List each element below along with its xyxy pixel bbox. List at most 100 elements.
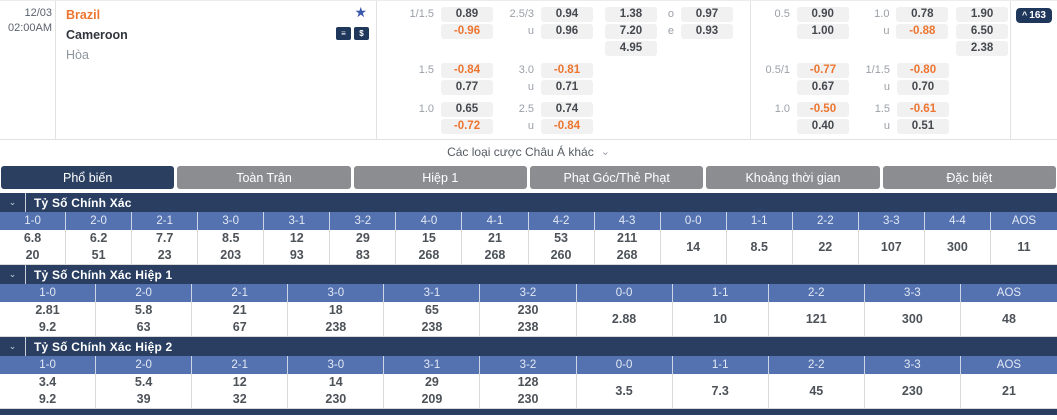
score-odds-cell[interactable]: 14 230 [288, 374, 385, 408]
odds-chip[interactable]: -0.84 [541, 119, 593, 134]
score-odds-cell[interactable]: 300 [865, 302, 961, 336]
odds-chip[interactable]: 0.51 [897, 119, 949, 134]
odds-group-a: 1/1.5 0.89 -0.96 2.5/3 u 0.94 0.96 1.38 7.20 4.9… [377, 1, 750, 139]
odds-chip[interactable]: -0.80 [897, 63, 949, 78]
score-odds-cell[interactable]: 211 268 [595, 230, 661, 264]
odds-chip[interactable]: 2.38 [956, 41, 1008, 56]
score-column-label: 3-2 [480, 284, 577, 302]
odds-line-label: 1/1.5 [409, 8, 434, 20]
odds-chip[interactable]: 0.74 [541, 102, 593, 117]
score-odds-cell[interactable]: 48 [961, 302, 1057, 336]
score-odds-value: 21 [1002, 383, 1016, 398]
score-odds-cell[interactable]: 18 238 [288, 302, 385, 336]
tab-ph-t-g-c-th-ph-t[interactable]: Phạt Góc/Thẻ Phạt [529, 166, 704, 189]
score-odds-cell[interactable]: 7.3 [673, 374, 769, 408]
favorite-star-icon[interactable]: ★ [354, 4, 367, 20]
odds-chip[interactable]: 0.77 [441, 80, 493, 95]
tab-hi-p-1[interactable]: Hiệp 1 [353, 166, 527, 189]
score-odds-cell[interactable]: 21 [961, 374, 1057, 408]
score-odds-cell[interactable]: 7.7 23 [132, 230, 199, 264]
score-column-label: 0-0 [577, 284, 673, 302]
dollar-badge-icon[interactable]: $ [354, 27, 369, 40]
score-odds-cell[interactable]: 12 32 [192, 374, 289, 408]
odds-chip[interactable]: 0.89 [441, 7, 493, 22]
score-odds-cell[interactable]: 53 260 [529, 230, 595, 264]
score-odds-cell[interactable]: 121 [769, 302, 865, 336]
score-odds-cell[interactable]: 107 [859, 230, 925, 264]
stats-badge-icon[interactable]: ≡ [336, 27, 351, 40]
odds-chip-stack: 0.65 -0.72 [439, 101, 495, 135]
score-odds-cell[interactable]: 10 [673, 302, 769, 336]
tab-kho-ng-th-i-gian[interactable]: Khoảng thời gian [706, 166, 880, 189]
score-odds-cell[interactable]: 21 67 [192, 302, 289, 336]
score-odds-value: 23 [157, 248, 172, 262]
odds-chip[interactable]: 0.65 [441, 102, 493, 117]
odds-chip[interactable]: -0.72 [441, 119, 493, 134]
odds-line-labels: 0.5 [751, 6, 795, 57]
more-asian-bets-expander[interactable]: Các loại cược Châu Á khác ⌄ [0, 140, 1057, 163]
odds-chip[interactable]: -0.88 [896, 24, 949, 39]
score-odds-cell[interactable]: 8.5 [727, 230, 793, 264]
score-odds-cell[interactable]: 29 209 [384, 374, 481, 408]
odds-chip[interactable]: 0.94 [541, 7, 593, 22]
score-column-label: 1-1 [673, 356, 769, 374]
odds-chip[interactable]: 0.40 [797, 119, 849, 134]
odds-chip-stack: 0.97 0.93 [679, 6, 735, 57]
tab-to-n-tr-n[interactable]: Toàn Trận [177, 166, 351, 189]
odds-chip[interactable]: 0.70 [897, 80, 949, 95]
section-collapse-chevron-icon[interactable]: ⌄ [0, 265, 26, 284]
score-odds-cell[interactable]: 29 83 [330, 230, 397, 264]
odds-chip[interactable]: -0.50 [797, 102, 849, 117]
score-odds-cell[interactable]: 3.5 [577, 374, 673, 408]
score-odds-value: 230 [517, 303, 539, 317]
score-odds-cell[interactable]: 230 [865, 374, 961, 408]
odds-chip[interactable]: 7.20 [605, 24, 657, 39]
score-odds-cell[interactable]: 11 [991, 230, 1057, 264]
score-odds-cell[interactable]: 15 268 [396, 230, 463, 264]
score-odds-cell[interactable]: 2.81 9.2 [0, 302, 97, 336]
odds-chip[interactable]: 1.38 [605, 7, 657, 22]
score-odds-cell[interactable]: 21 268 [462, 230, 529, 264]
score-odds-cell[interactable]: 230 238 [480, 302, 577, 336]
score-odds-cell[interactable]: 5.4 39 [96, 374, 193, 408]
odds-chip[interactable]: 1.90 [956, 7, 1008, 22]
score-column-label: 3-3 [859, 212, 925, 230]
tab--c-bi-t[interactable]: Đặc biệt [882, 166, 1056, 189]
odds-chip[interactable]: 0.71 [541, 80, 593, 95]
odds-chip[interactable]: 0.97 [681, 7, 733, 22]
tab-ph-bi-n[interactable]: Phổ biến [1, 166, 175, 189]
score-odds-cell[interactable]: 14 [661, 230, 727, 264]
odds-chip[interactable]: 4.95 [605, 41, 657, 56]
odds-chip[interactable]: 6.50 [956, 24, 1008, 39]
section-collapse-chevron-icon[interactable]: ⌄ [0, 337, 26, 356]
score-odds-cell[interactable]: 3.4 9.2 [0, 374, 97, 408]
odds-chip[interactable]: -0.96 [441, 24, 493, 39]
odds-chip[interactable]: -0.84 [441, 63, 493, 78]
odds-chip[interactable]: 0.78 [896, 7, 949, 22]
score-odds-cell[interactable]: 65 238 [384, 302, 481, 336]
odds-chip[interactable]: -0.61 [897, 102, 949, 117]
more-markets-button[interactable]: ^ 163 [1016, 8, 1052, 23]
score-odds-cell[interactable]: 45 [769, 374, 865, 408]
section-collapse-chevron-icon[interactable]: ⌄ [0, 193, 26, 212]
score-column-label: 2-2 [769, 284, 865, 302]
odds-chip[interactable]: 1.00 [796, 24, 849, 39]
score-odds-cell[interactable]: 5.8 63 [96, 302, 193, 336]
score-sections: ⌄ Tỷ Số Chính Xác 1-0 2-0 2-1 3-0 3-1 3-2 4-0 4-1… [0, 193, 1057, 409]
score-odds-cell[interactable]: 300 [925, 230, 991, 264]
score-odds-cell[interactable]: 128 230 [480, 374, 577, 408]
odds-chip[interactable]: -0.81 [541, 63, 593, 78]
score-odds-cell[interactable]: 8.5 203 [198, 230, 265, 264]
score-odds-cell[interactable]: 12 93 [264, 230, 331, 264]
odds-chip[interactable]: 0.90 [796, 7, 849, 22]
score-column-label: AOS [1011, 215, 1037, 227]
odds-chip[interactable]: 0.93 [681, 24, 733, 39]
score-odds-cell[interactable]: 6.2 51 [66, 230, 133, 264]
odds-chip[interactable]: -0.77 [797, 63, 849, 78]
odds-chip[interactable]: 0.96 [541, 24, 593, 39]
score-odds-cell[interactable]: 2.88 [577, 302, 673, 336]
odds-chip[interactable]: 0.67 [797, 80, 849, 95]
score-odds-cell[interactable]: 22 [793, 230, 859, 264]
score-odds-cell[interactable]: 6.8 20 [0, 230, 67, 264]
